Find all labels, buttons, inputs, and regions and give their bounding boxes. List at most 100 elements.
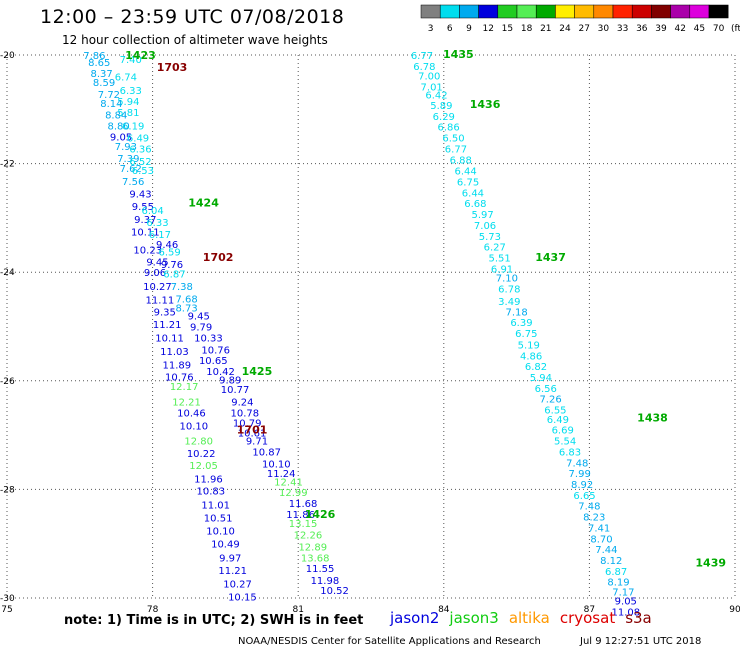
wave-height-label: 6.39: [510, 318, 532, 329]
color-swatch: [651, 4, 671, 19]
y-tick-label: -20: [0, 51, 15, 61]
chart-grid: [6, 54, 736, 599]
pass-label: 1703: [157, 61, 188, 74]
wave-height-label: 11.96: [194, 475, 223, 486]
wave-height-label: 13.15: [289, 519, 318, 530]
wave-height-label: 10.76: [165, 372, 194, 383]
wave-height-label: 10.27: [223, 579, 252, 590]
wave-height-label: 7.26: [539, 395, 561, 406]
wave-height-label: 5.89: [430, 101, 452, 112]
wave-height-label: 6.82: [525, 362, 547, 373]
wave-height-label: 11.21: [218, 566, 247, 577]
wave-height-label: 5.73: [479, 232, 501, 243]
wave-height-label: 12.26: [294, 530, 323, 541]
color-swatch: [593, 4, 614, 19]
wave-height-label: 6.68: [464, 199, 486, 210]
wave-height-label: 7.39: [117, 154, 139, 165]
wave-height-label: 6.86: [438, 123, 460, 134]
wave-height-label: 11.01: [201, 501, 230, 512]
wave-height-label: 8.12: [600, 556, 622, 567]
wave-height-label: 11.24: [267, 469, 296, 480]
wave-height-label: 9.37: [134, 215, 156, 226]
satellite-altika: altika: [508, 609, 550, 627]
wave-height-label: 6.44: [455, 167, 477, 178]
color-scale-label: 45: [694, 24, 705, 34]
wave-height-label: 10.78: [230, 408, 259, 419]
color-scale-label: 36: [636, 24, 648, 34]
color-scale-label: 6: [447, 24, 453, 34]
wave-height-label: 6.88: [450, 155, 472, 166]
note-text: note: 1) Time is in UTC; 2) SWH is in fe…: [64, 613, 364, 628]
wave-height-label: 9.45: [188, 312, 210, 323]
wave-height-label: 12.99: [279, 488, 308, 499]
wave-height-label: 3.49: [498, 297, 520, 308]
wave-height-label: 10.10: [180, 421, 209, 432]
color-scale-label: 15: [502, 24, 513, 34]
wave-height-label: 12.41: [274, 477, 303, 488]
wave-height-label: 10.42: [206, 367, 235, 378]
wave-height-label: 6.77: [445, 144, 467, 155]
wave-height-label: 9.97: [219, 553, 241, 564]
wave-height-label: 7.56: [122, 177, 144, 188]
wave-height-label: 7.10: [496, 274, 518, 285]
color-swatch: [555, 4, 575, 19]
color-scale-label: 30: [598, 24, 610, 34]
wave-height-label: 8.73: [175, 303, 197, 314]
wave-height-label: 6.04: [141, 206, 163, 217]
wave-height-label: 5.19: [518, 340, 540, 351]
wave-height-label: 9.79: [190, 323, 212, 334]
pass-label: 1426: [305, 508, 336, 521]
color-swatch: [670, 4, 691, 19]
x-tick-label: 87: [584, 605, 595, 615]
wave-height-label: 10.61: [238, 428, 267, 439]
wave-height-label: 9.35: [154, 307, 176, 318]
wave-height-label: 12.17: [170, 382, 199, 393]
wave-height-label: 6.59: [158, 248, 180, 259]
wave-height-label: 9.89: [219, 376, 241, 387]
wave-height-label: 10.51: [204, 514, 233, 525]
color-scale-label: 9: [466, 24, 472, 34]
chart-title: 12:00 – 23:59 UTC 07/08/2018: [40, 6, 345, 28]
pass-label: 1437: [535, 251, 566, 264]
color-swatch: [497, 4, 518, 19]
wave-height-label: 10.27: [143, 282, 172, 293]
wave-height-label: 13.68: [301, 553, 330, 564]
color-swatch: [420, 4, 441, 19]
wave-height-label: 8.92: [571, 480, 593, 491]
wave-height-label: 12.89: [298, 542, 327, 553]
wave-height-label: 9.24: [231, 397, 253, 408]
wave-height-label: 11.98: [311, 576, 340, 587]
wave-height-label: 10.76: [201, 345, 230, 356]
wave-height-label: 11.21: [153, 320, 182, 331]
wave-height-label: 10.23: [133, 245, 162, 256]
wave-height-label: 10.65: [199, 356, 228, 367]
wave-height-label: 6.36: [129, 144, 151, 155]
wave-height-label: 6.83: [559, 447, 581, 458]
wave-height-label: 11.68: [289, 499, 318, 510]
wave-height-label: 7.00: [418, 72, 440, 83]
satellite-jason2: jason2: [390, 609, 440, 627]
x-tick-label: 81: [292, 605, 303, 615]
wave-height-label: 7.06: [474, 221, 496, 232]
color-swatch: [478, 4, 499, 19]
wave-height-label: 9.71: [246, 437, 268, 448]
wave-height-label: 6.50: [442, 134, 464, 145]
wave-height-label: 11.11: [146, 295, 175, 306]
color-swatch: [439, 4, 460, 19]
wave-height-label: 6.53: [132, 166, 154, 177]
wave-height-label: 12.80: [184, 437, 213, 448]
satellite-jason3: jason3: [449, 609, 499, 627]
wave-height-points: 7.86 7.408.658.37 6.748.596.337.725.948.14…: [83, 51, 640, 619]
wave-height-label: 6.78: [413, 62, 435, 73]
satellite-cryosat: cryosat: [559, 609, 616, 627]
pass-label: 1439: [695, 557, 726, 570]
color-scale-label: 21: [540, 24, 551, 34]
wave-height-label: 5.97: [471, 210, 493, 221]
wave-height-label: 6.27: [484, 243, 506, 254]
wave-height-label: 8.70: [590, 534, 612, 545]
wave-height-label: 9.46: [156, 240, 178, 251]
color-scale-label: 24: [559, 24, 571, 34]
wave-height-label: 6.33: [120, 86, 142, 97]
wave-height-label: 6.91: [491, 264, 513, 275]
wave-height-label: 11.08: [611, 608, 640, 619]
